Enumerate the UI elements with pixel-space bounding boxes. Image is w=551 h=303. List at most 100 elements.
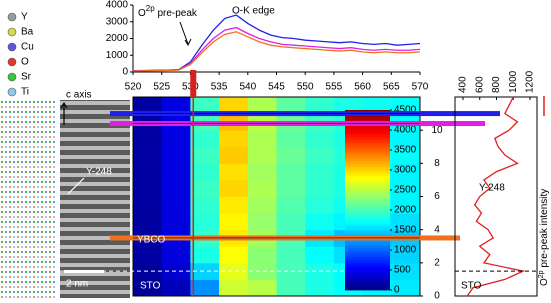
colorbar-strip [345,248,390,252]
colorbar-strip [345,233,390,237]
colorbar-tick-label: 1000 [394,245,417,256]
colorbar-strip [345,137,390,141]
heatmap-cell [161,179,191,197]
heatmap-cell [247,130,277,148]
y-tick-label: 0 [122,67,128,78]
region-label: YBCO [137,235,166,246]
c-axis-label: c axis [66,90,92,101]
colorbar-strip [345,242,390,246]
colorbar-tick-label: 3500 [394,145,417,156]
layer-arrow [67,177,85,195]
x-tick-label: 400 [458,76,469,93]
x-tick-label: 520 [125,82,142,93]
heatmap-cell [391,179,421,197]
heatmap-cell [276,146,306,164]
heatmap-cell [276,246,306,264]
heatmap-cell [133,146,163,164]
colorbar-tick-label: 0 [394,285,400,296]
y-tick-label: 10 [431,125,443,136]
energy-marker [190,70,197,97]
heatmap-cell [161,130,191,148]
heatmap-cell [247,213,277,231]
colorbar-strip [345,239,390,243]
profile-frame [454,96,538,297]
colorbar-strip [345,272,390,276]
colorbar-strip [345,218,390,222]
colorbar-tick-label: 4500 [394,105,417,116]
colorbar-strip [345,176,390,180]
colorbar-strip [345,131,390,135]
heatmap-cell [305,163,335,181]
x-tick-label: 535 [211,82,228,93]
atom-legend-label: Ti [21,87,29,98]
colorbar-tick-label: 500 [394,265,411,276]
colorbar-strip [345,125,390,129]
atom-legend-label: Y [21,12,28,23]
colorbar-strip [345,173,390,177]
stem-image [60,100,130,298]
heatmap-cell [219,279,249,297]
edge-annotation: O-K edge [232,6,275,17]
colorbar-tick-label: 3000 [394,165,417,176]
colorbar-strip [345,140,390,144]
heatmap-cell [276,163,306,181]
colorbar-strip [345,128,390,132]
heatmap-cell [133,163,163,181]
colorbar-strip [345,158,390,162]
colorbar-strip [345,206,390,210]
heatmap-cell [391,196,421,214]
scale-bar-label: 2 nm [66,279,88,290]
colorbar-strip [345,224,390,228]
colorbar-strip [345,194,390,198]
heatmap-cell [333,97,364,115]
colorbar-strip [345,278,390,282]
heatmap-cell [133,179,163,197]
colorbar-strip [345,188,390,192]
colorbar-strip [345,215,390,219]
heatmap-cell [305,246,335,264]
heatmap-cell [391,213,421,231]
atom-legend-dot [7,42,17,52]
heatmap-cell [190,163,220,181]
legend-base: O [539,278,550,286]
colorbar-strip [345,200,390,204]
x-tick-label: 555 [326,82,343,93]
heatmap-cell [133,130,163,148]
x-tick-label: 565 [383,82,400,93]
heatmap-cell [133,213,163,231]
y-tick-label: 1000 [106,50,129,61]
heatmap-cell [247,279,277,297]
colorbar-strip [345,167,390,171]
heatmap-cell [247,163,277,181]
heatmap-cell [161,262,191,280]
heatmap-cell [276,279,306,297]
x-tick-label: 1000 [508,70,519,93]
colorbar-strip [345,146,390,150]
spectrum-line [132,31,421,72]
atom-legend-dot [7,87,17,97]
heatmap-cell [305,146,335,164]
heatmap-cell [161,196,191,214]
heatmap-cell [305,279,335,297]
layer-label: Y-248 [479,183,505,194]
prepeak-arrow [179,21,192,47]
heatmap-cell [391,130,421,148]
colorbar-strip [345,191,390,195]
heatmap-cell [133,196,163,214]
heatmap-cell [391,262,421,280]
region-label: STO [461,281,482,292]
colorbar-strip [345,254,390,258]
heatmap-cell [305,130,335,148]
colorbar-strip [345,155,390,159]
colorbar-strip [345,263,390,267]
heatmap-cell [161,279,191,297]
x-tick-label: 560 [354,82,371,93]
atom-legend-dot [7,12,17,22]
y-tick-label: 4000 [106,0,129,11]
heatmap-cell [247,196,277,214]
heatmap-cell [190,279,220,297]
colorbar-strip [345,245,390,249]
heatmap-cell [276,213,306,231]
colorbar-strip [345,164,390,168]
colorbar-tick-label: 2500 [394,185,417,196]
